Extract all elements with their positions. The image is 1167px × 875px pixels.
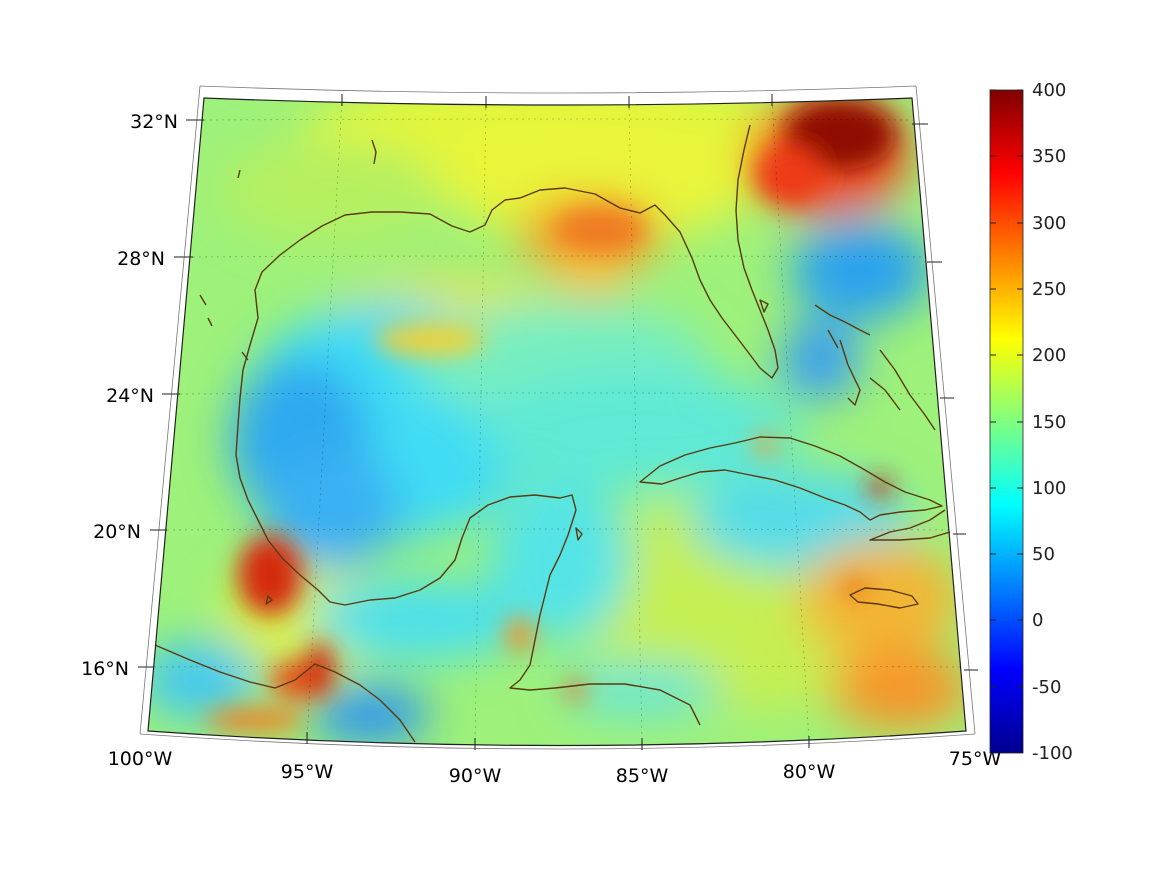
- lon-label: 80°W: [783, 761, 836, 783]
- colorbar-tick-label: 50: [1032, 544, 1055, 565]
- lon-label: 100°W: [108, 748, 173, 770]
- colorbar-tick-label: 200: [1032, 345, 1066, 366]
- lat-label: 16°N: [81, 658, 129, 680]
- lat-label: 24°N: [106, 385, 154, 407]
- bahamas-coastline: [814, 304, 936, 431]
- colorbar-tick-label: 0: [1032, 610, 1043, 631]
- lon-label: 85°W: [616, 765, 669, 787]
- colorbar-tick-label: 400: [1032, 80, 1066, 101]
- lat-labels: 32°N 28°N 24°N 20°N 16°N: [81, 111, 178, 680]
- colorbar-tick-label: -100: [1032, 743, 1073, 764]
- graticule: [153, 97, 965, 745]
- colorbar: 400 350 300 250 200 150 100 50 0 -50 -10…: [989, 80, 1073, 764]
- colorbar-tick-label: 350: [1032, 146, 1066, 167]
- pacific-coastline: [154, 644, 416, 743]
- coastlines: [154, 124, 951, 743]
- yucatan-coastline: [329, 494, 701, 726]
- lat-label: 28°N: [117, 248, 165, 270]
- lat-label: 20°N: [93, 521, 141, 543]
- gulf-coastline: [235, 124, 779, 603]
- hispaniola-coastline: [869, 509, 951, 541]
- lon-label: 75°W: [949, 748, 1002, 770]
- lon-label: 90°W: [449, 765, 502, 787]
- lon-labels: 100°W 95°W 90°W 85°W 80°W 75°W: [108, 748, 1002, 787]
- lat-label: 32°N: [130, 111, 178, 133]
- colorbar-tick-label: 300: [1032, 213, 1066, 234]
- lon-label: 95°W: [281, 761, 334, 783]
- colorbar-tick-label: 250: [1032, 279, 1066, 300]
- colorbar-tick-label: 100: [1032, 478, 1066, 499]
- cuba-coastline: [639, 436, 943, 521]
- frame-ticks: [138, 94, 978, 750]
- data-field: [148, 98, 966, 746]
- colorbar-tick-label: 150: [1032, 412, 1066, 433]
- map-frame: [147, 97, 967, 747]
- jamaica-coastline: [849, 587, 919, 609]
- colorbar-tick-label: -50: [1032, 677, 1061, 698]
